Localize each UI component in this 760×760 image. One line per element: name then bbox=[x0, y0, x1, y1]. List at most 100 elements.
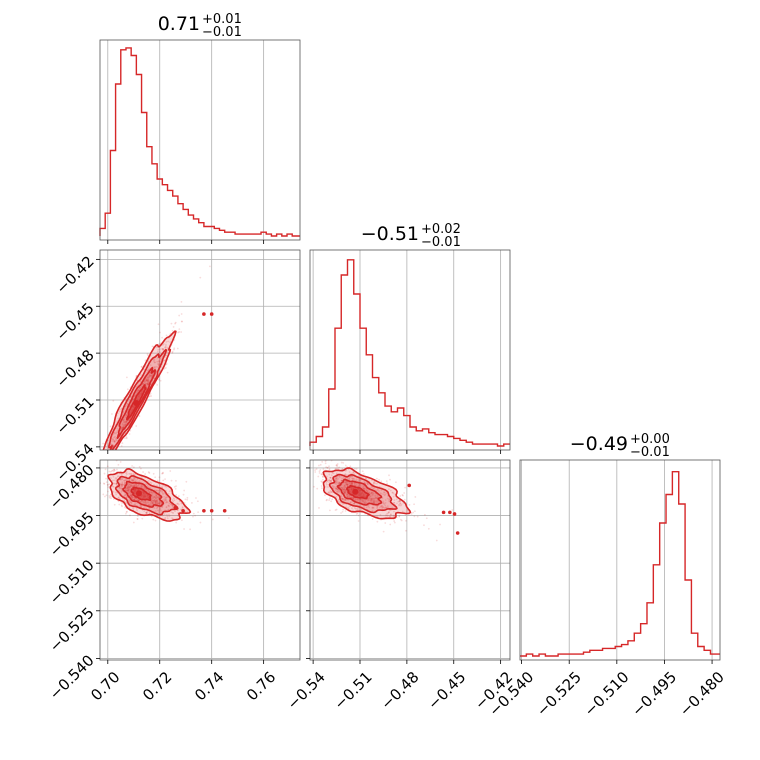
sample-point bbox=[169, 503, 172, 506]
outlier-point bbox=[222, 508, 227, 513]
sample-point bbox=[334, 468, 337, 470]
sample-point bbox=[162, 348, 165, 351]
sample-point bbox=[370, 499, 373, 502]
sample-point bbox=[345, 503, 348, 506]
sample-point bbox=[177, 503, 180, 506]
sample-point bbox=[350, 483, 353, 486]
sample-point bbox=[116, 483, 119, 486]
sample-point bbox=[177, 495, 180, 498]
sample-point bbox=[156, 509, 159, 512]
sample-point bbox=[338, 476, 341, 479]
sample-point bbox=[173, 348, 175, 351]
sample-point bbox=[378, 478, 380, 481]
sample-point bbox=[125, 420, 128, 423]
sample-point bbox=[112, 438, 115, 441]
sample-point bbox=[161, 344, 164, 346]
sample-point bbox=[343, 488, 346, 490]
sample-point bbox=[353, 483, 356, 485]
sample-point bbox=[349, 475, 352, 478]
sample-point bbox=[348, 482, 351, 485]
sample-point bbox=[403, 492, 406, 494]
sample-point bbox=[166, 351, 169, 354]
sample-point bbox=[112, 445, 115, 447]
sample-point bbox=[351, 507, 353, 510]
sample-point bbox=[351, 475, 354, 478]
sample-point bbox=[116, 475, 119, 478]
sample-point bbox=[157, 360, 160, 363]
sample-point bbox=[336, 478, 339, 481]
sample-point bbox=[110, 493, 112, 496]
sample-point bbox=[385, 514, 387, 517]
sample-point bbox=[368, 497, 371, 500]
sample-point bbox=[327, 491, 330, 494]
sample-point bbox=[147, 379, 150, 382]
sample-point bbox=[151, 345, 154, 348]
sample-point bbox=[427, 527, 430, 530]
sample-point bbox=[169, 470, 172, 472]
sample-point bbox=[127, 490, 130, 492]
sample-point bbox=[371, 479, 373, 482]
sample-point bbox=[401, 494, 404, 496]
sample-point bbox=[381, 497, 384, 500]
sample-point bbox=[130, 483, 132, 486]
sample-point bbox=[184, 498, 187, 501]
sample-point bbox=[128, 483, 131, 485]
sample-point bbox=[133, 503, 136, 506]
sample-point bbox=[321, 481, 324, 483]
sample-point bbox=[151, 495, 154, 498]
sample-point bbox=[337, 488, 339, 491]
sample-point bbox=[330, 474, 333, 477]
sample-point bbox=[332, 487, 335, 489]
sample-point bbox=[119, 478, 122, 481]
sample-point bbox=[344, 498, 347, 501]
sample-point bbox=[356, 512, 359, 515]
sample-point bbox=[121, 505, 123, 508]
sample-point bbox=[113, 440, 116, 443]
sample-point bbox=[175, 494, 178, 496]
sample-point bbox=[108, 496, 111, 499]
sample-point bbox=[379, 492, 382, 494]
sample-point bbox=[156, 360, 159, 363]
sample-point bbox=[353, 502, 355, 505]
sample-point bbox=[128, 488, 130, 491]
sample-point bbox=[181, 507, 184, 510]
sample-point bbox=[130, 494, 133, 497]
sample-point bbox=[132, 521, 135, 524]
sample-point bbox=[388, 474, 390, 477]
sample-point bbox=[117, 427, 119, 430]
sample-point bbox=[127, 485, 130, 488]
sample-point bbox=[135, 485, 138, 488]
sample-point bbox=[130, 473, 133, 475]
sample-point bbox=[373, 487, 376, 489]
sample-point bbox=[180, 331, 183, 333]
sample-point bbox=[165, 334, 168, 337]
sample-point bbox=[112, 469, 114, 472]
sample-point bbox=[328, 491, 331, 494]
sample-point bbox=[115, 438, 118, 441]
sample-point bbox=[195, 497, 197, 499]
sample-point bbox=[104, 468, 107, 471]
sample-point bbox=[364, 501, 367, 504]
sample-point bbox=[357, 499, 360, 502]
sample-point bbox=[175, 521, 178, 524]
sample-point bbox=[126, 489, 129, 492]
sample-point bbox=[371, 507, 374, 509]
sample-point bbox=[157, 495, 160, 498]
sample-point bbox=[139, 501, 142, 503]
sample-point bbox=[376, 507, 378, 510]
sample-point bbox=[398, 514, 401, 517]
sample-point bbox=[177, 509, 179, 512]
sample-point bbox=[343, 492, 346, 494]
outlier-point bbox=[202, 508, 206, 513]
sample-point bbox=[130, 484, 132, 487]
sample-point bbox=[374, 482, 377, 485]
sample-point bbox=[140, 365, 143, 368]
sample-point bbox=[113, 482, 116, 485]
sample-point bbox=[342, 488, 344, 491]
sample-point bbox=[322, 468, 325, 470]
sample-point bbox=[120, 484, 123, 486]
sample-point bbox=[325, 466, 328, 468]
sample-point bbox=[148, 472, 151, 474]
sample-point bbox=[352, 497, 355, 499]
sample-point bbox=[173, 485, 176, 488]
